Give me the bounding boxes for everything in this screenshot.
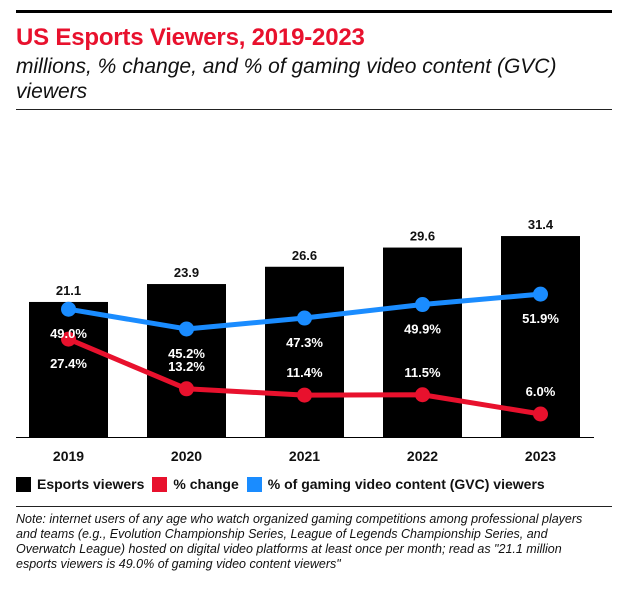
legend-swatch-percent-change xyxy=(152,476,168,492)
bar-label-2023: 31.4 xyxy=(528,217,554,232)
bar-label-2020: 23.9 xyxy=(174,265,199,280)
legend-label-esports-viewers: Esports viewers xyxy=(37,476,145,492)
legend: Esports viewers % change % of gaming vid… xyxy=(16,474,553,494)
legend-item-gvc-share: % of gaming video content (GVC) viewers xyxy=(246,476,545,492)
gvc-share-label-2020: 45.2% xyxy=(168,346,205,361)
header-divider xyxy=(16,109,612,110)
bar-label-2019: 21.1 xyxy=(56,283,81,298)
percent-change-label-2022: 11.5% xyxy=(404,365,441,380)
legend-item-percent-change: % change xyxy=(152,476,239,492)
gvc-share-label-2022: 49.9% xyxy=(404,322,441,337)
legend-item-esports-viewers: Esports viewers xyxy=(16,476,144,492)
percent-change-point-2021 xyxy=(297,387,312,403)
percent-change-point-2022 xyxy=(415,387,430,403)
legend-swatch-esports-viewers xyxy=(16,476,31,492)
bar-label-2021: 26.6 xyxy=(292,248,317,263)
gvc-share-label-2019: 49.0% xyxy=(50,326,87,341)
bar-2019 xyxy=(29,301,108,437)
x-tick-label-2019: 2019 xyxy=(53,448,84,464)
footnote: Note: internet users of any age who watc… xyxy=(16,512,583,571)
gvc-share-label-2021: 47.3% xyxy=(286,335,323,350)
chart-title: US Esports Viewers, 2019-2023 xyxy=(16,24,365,51)
chart-area: 21.1 23.9 26.6 29.6 31.4 2019 2020 2021 2022 2023… xyxy=(16,217,594,464)
percent-change-point-2020 xyxy=(179,381,194,397)
percent-change-label-2019: 27.4% xyxy=(50,356,87,371)
gvc-share-label-2023: 51.9% xyxy=(522,311,559,326)
x-tick-label-2020: 2020 xyxy=(171,448,202,464)
gvc-share-point-2020 xyxy=(179,321,194,337)
x-tick-label-2023: 2023 xyxy=(525,448,556,464)
bar-2023 xyxy=(501,236,580,437)
bar-label-2022: 29.6 xyxy=(410,229,435,244)
legend-label-gvc-share: % of gaming video content (GVC) viewers xyxy=(267,476,545,492)
gvc-share-point-2022 xyxy=(415,297,430,313)
percent-change-point-2023 xyxy=(533,406,548,422)
bar-2022 xyxy=(383,247,462,437)
x-tick-label-2022: 2022 xyxy=(407,448,438,464)
percent-change-label-2020: 13.2% xyxy=(168,359,205,374)
footer-divider xyxy=(16,506,612,507)
gvc-share-point-2021 xyxy=(297,310,312,326)
x-tick-label-2021: 2021 xyxy=(289,448,320,464)
gvc-share-point-2019 xyxy=(61,301,76,317)
percent-change-label-2021: 11.4% xyxy=(286,365,323,380)
top-rule xyxy=(16,10,612,13)
legend-label-percent-change: % change xyxy=(173,476,239,492)
percent-change-label-2023: 6.0% xyxy=(526,384,556,399)
percent-change-point-2019 xyxy=(61,331,76,347)
bar-2020 xyxy=(147,284,226,437)
chart-subtitle: millions, % change, and % of gaming vide… xyxy=(16,55,557,103)
legend-swatch-gvc-share xyxy=(246,476,262,492)
gvc-share-point-2023 xyxy=(533,286,548,302)
bar-2021 xyxy=(265,266,344,437)
